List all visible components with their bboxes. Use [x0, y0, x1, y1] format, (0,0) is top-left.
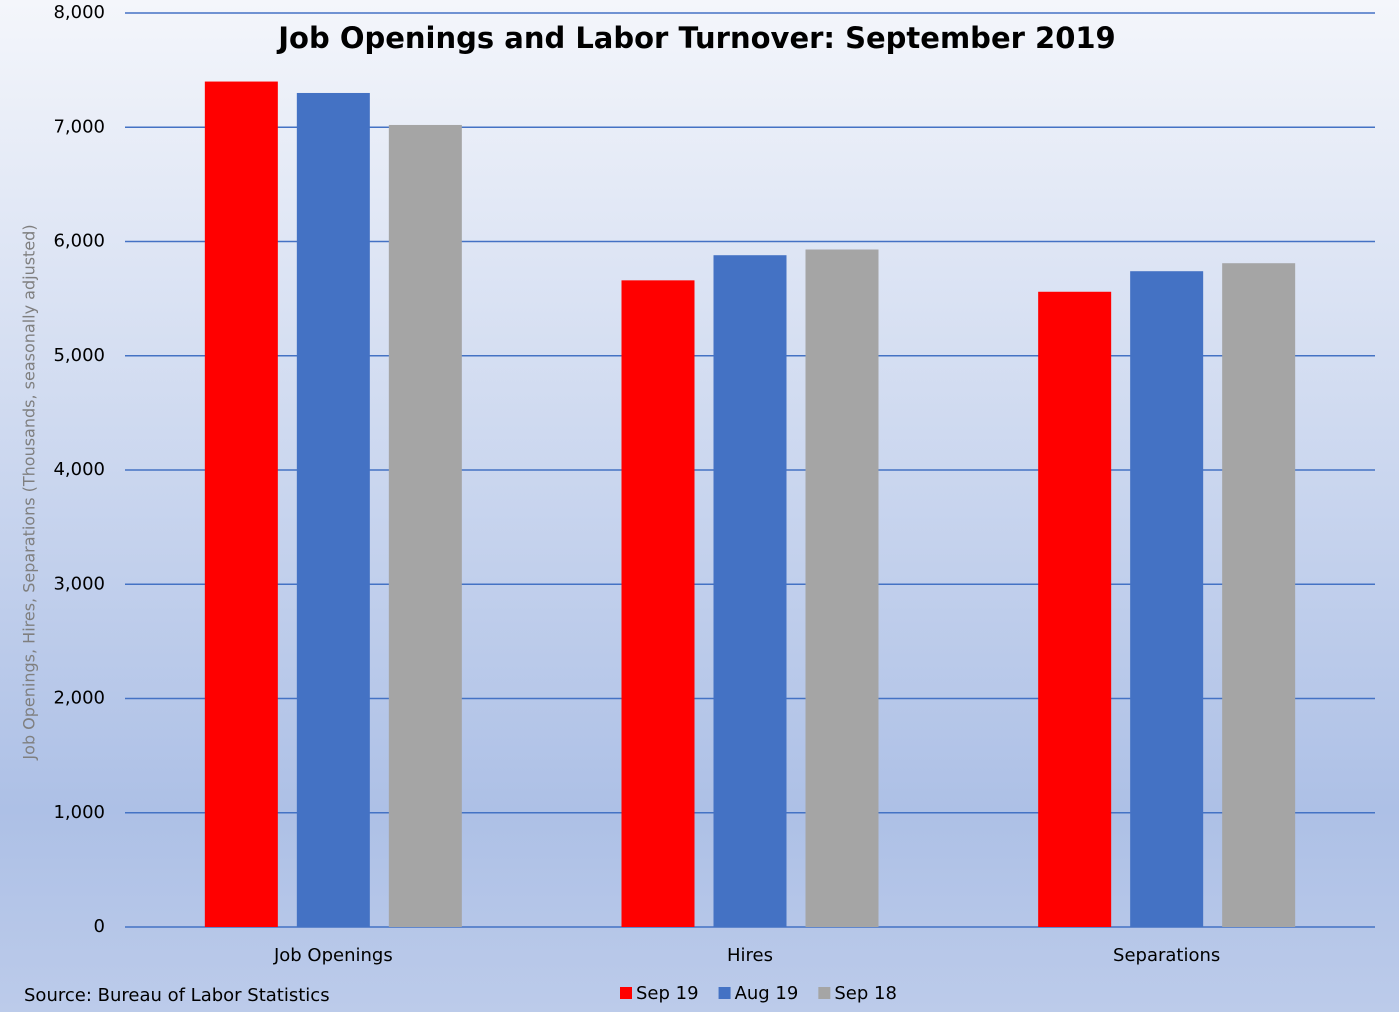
legend-label: Aug 19 [735, 983, 799, 1004]
source-note: Source: Bureau of Labor Statistics [24, 985, 330, 1006]
x-tick-label: Separations [1113, 945, 1220, 966]
chart-title: Job Openings and Labor Turnover: Septemb… [276, 21, 1115, 55]
y-tick-label: 5,000 [53, 345, 105, 366]
bar [805, 249, 879, 927]
y-tick-label: 8,000 [53, 2, 105, 23]
bar [388, 124, 462, 928]
legend-label: Sep 18 [834, 983, 897, 1004]
bar [204, 81, 278, 928]
legend-label: Sep 19 [636, 983, 699, 1004]
y-tick-label: 7,000 [53, 116, 105, 137]
y-tick-label: 4,000 [53, 459, 105, 480]
bar [1130, 271, 1204, 928]
x-tick-label: Hires [727, 945, 773, 966]
bar [296, 92, 370, 928]
bar [1222, 263, 1296, 927]
legend-swatch [818, 987, 831, 999]
y-axis-label: Job Openings, Hires, Separations (Thousa… [20, 224, 39, 760]
legend-swatch [718, 987, 731, 999]
y-tick-label: 1,000 [53, 802, 105, 823]
x-tick-label: Job Openings [273, 945, 393, 966]
bar [621, 280, 695, 928]
bar [1038, 291, 1112, 927]
y-tick-label: 3,000 [53, 573, 105, 594]
y-tick-label: 0 [94, 916, 105, 937]
bar [713, 255, 787, 927]
y-tick-label: 2,000 [53, 688, 105, 709]
y-tick-label: 6,000 [53, 231, 105, 252]
legend-swatch [620, 987, 632, 999]
